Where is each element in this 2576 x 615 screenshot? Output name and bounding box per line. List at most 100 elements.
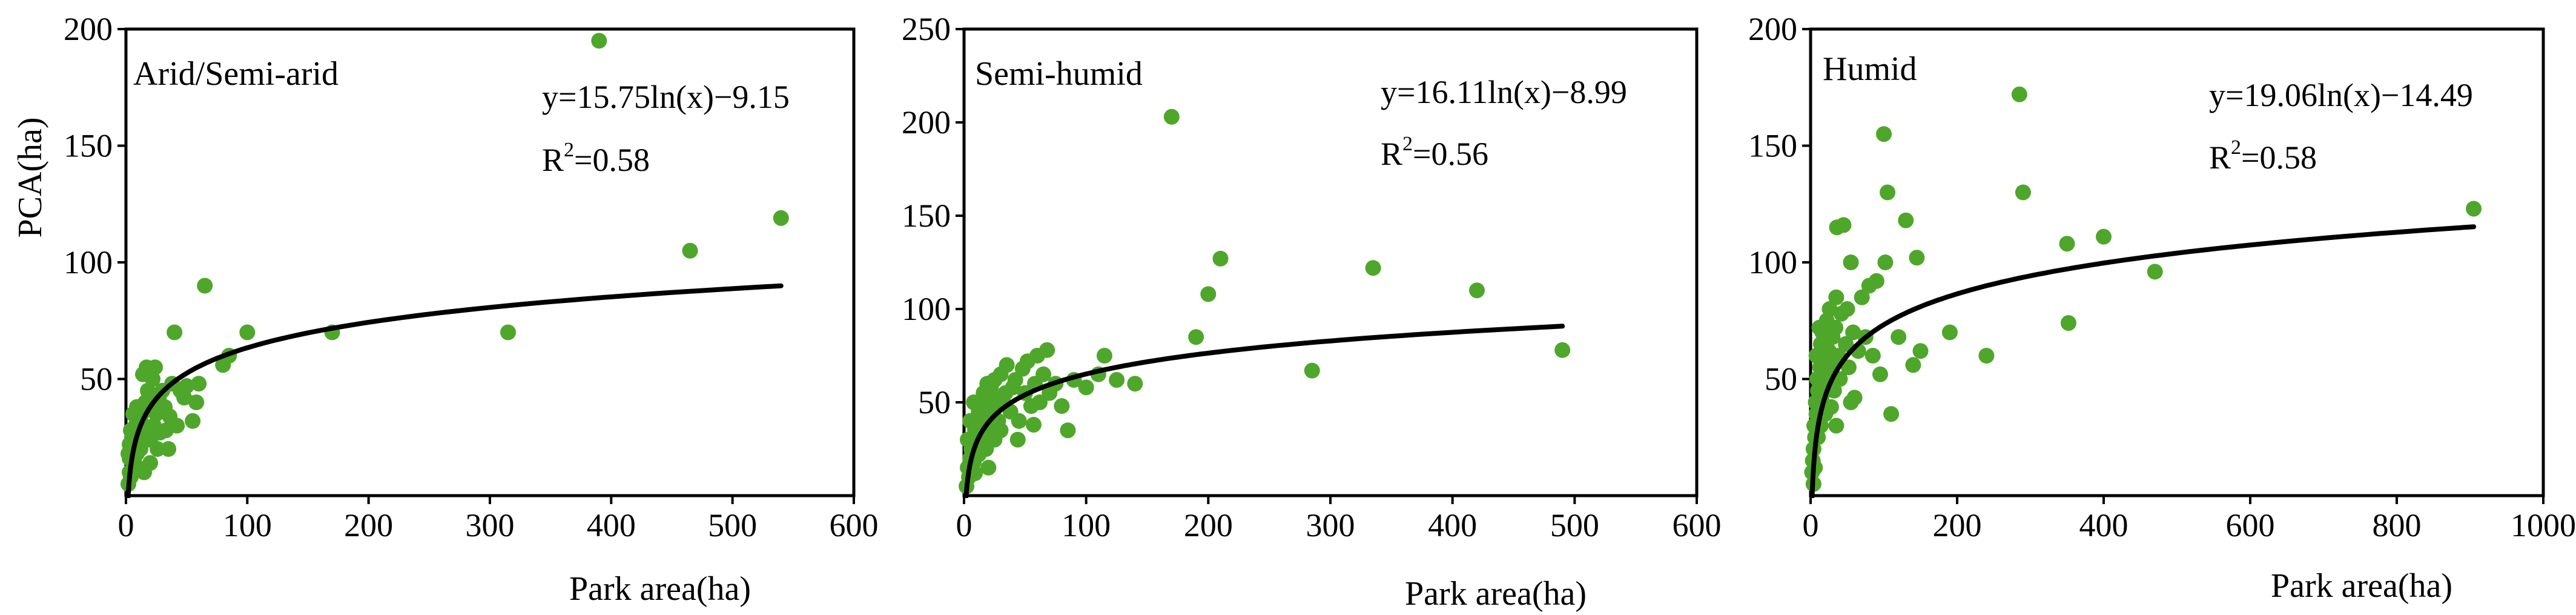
data-point [1811,319,1828,336]
data-point [1845,324,1861,341]
data-point [1127,376,1143,392]
data-point [1883,406,1900,422]
x-tick-label: 600 [1673,507,1722,544]
r-squared-superscript: 2 [2231,136,2241,159]
data-point [999,357,1015,373]
x-tick-label: 0 [956,507,973,544]
data-point [1864,348,1881,364]
data-point [179,378,195,394]
fit-equation: y=16.11ln(x)−8.99 [1381,74,1627,110]
data-point [1839,301,1855,317]
data-point [1011,413,1027,429]
chart-title: Arid/Semi-arid [133,55,339,93]
data-point [980,459,997,476]
data-point [1854,289,1870,305]
x-tick-label: 100 [223,507,272,544]
data-point [1868,273,1884,289]
fit-curve [963,324,1565,498]
data-point [197,278,213,294]
y-tick-label: 150 [902,198,951,234]
chart-semi-humid: Semi-humid Park area(ha) y=16.11ln(x)−8.… [902,11,1722,613]
chart-title: Humid [1823,50,1917,88]
data-point [2096,228,2112,245]
x-axis-label: Park area(ha) [1405,575,1587,613]
data-point [147,359,163,376]
r-squared-value: =0.56 [1413,136,1488,172]
x-tick-label: 200 [344,507,393,544]
data-point [188,394,205,410]
x-tick-label: 0 [1803,507,1819,544]
fit-curve [1809,224,2477,498]
data-point [1060,422,1076,439]
data-point [2060,315,2076,331]
chart-humid: Humid Park area(ha) y=19.06ln(x)−14.49 R… [1748,11,2576,605]
data-point [966,394,982,410]
r-squared-prefix: R [2209,139,2231,176]
chart-title: Semi-humid [975,55,1143,93]
data-point [2015,184,2031,201]
data-point [1009,431,1026,448]
data-point [1188,329,1204,345]
x-tick-label: 500 [1550,507,1599,544]
data-point [1898,212,1914,228]
y-tick-label: 50 [1765,361,1797,397]
data-point [1554,342,1571,358]
data-point [167,324,183,341]
data-point [1835,217,1852,233]
fit-curve [125,283,784,498]
data-point [1909,250,1925,266]
data-point [500,324,517,341]
data-point [1304,362,1320,379]
x-axis-label: Park area(ha) [569,570,751,608]
data-point [1469,282,1485,299]
data-point [2059,236,2075,252]
x-tick-label: 400 [587,507,636,544]
y-tick-label: 200 [902,104,951,141]
y-tick-label: 150 [1748,128,1797,164]
r-squared-prefix: R [542,142,564,178]
data-point [1007,372,1023,388]
data-point [1163,108,1180,125]
y-tick-label: 100 [1748,244,1797,281]
data-point [1109,372,1125,388]
data-point [1941,324,1958,341]
data-point [1212,250,1229,267]
data-point [1828,417,1844,434]
data-point [1200,286,1217,302]
y-tick-label: 50 [80,361,113,397]
x-tick-label: 400 [1428,507,1477,544]
data-point [239,324,256,341]
r-squared: R2=0.58 [2209,136,2317,176]
x-tick-label: 100 [1062,507,1111,544]
y-tick-label: 250 [902,11,951,47]
data-point [1823,399,1839,415]
data-point [1880,184,1896,201]
data-point [1877,254,1894,270]
data-point [2466,201,2482,217]
r-squared-value: =0.58 [574,142,650,178]
data-point [1872,366,1888,382]
data-point [1025,416,1042,433]
data-point [1035,366,1052,382]
r-squared-value: =0.58 [2241,139,2317,176]
data-point [1828,319,1844,336]
data-point [1365,260,1381,276]
fit-equation: y=19.06ln(x)−14.49 [2209,77,2473,113]
x-tick-label: 600 [830,507,879,544]
data-point [136,464,153,480]
data-point [1096,348,1112,364]
y-tick-label: 150 [64,128,113,164]
r-squared-superscript: 2 [564,139,574,161]
data-point [591,33,607,49]
x-tick-label: 300 [466,507,515,544]
data-point [1039,342,1055,358]
x-tick-label: 600 [2226,507,2275,544]
data-point [773,210,789,226]
x-tick-label: 200 [1933,507,1982,544]
data-point [150,441,166,457]
data-point [1808,348,1825,364]
x-tick-label: 300 [1306,507,1355,544]
data-point [1054,398,1070,414]
data-point [682,242,698,259]
